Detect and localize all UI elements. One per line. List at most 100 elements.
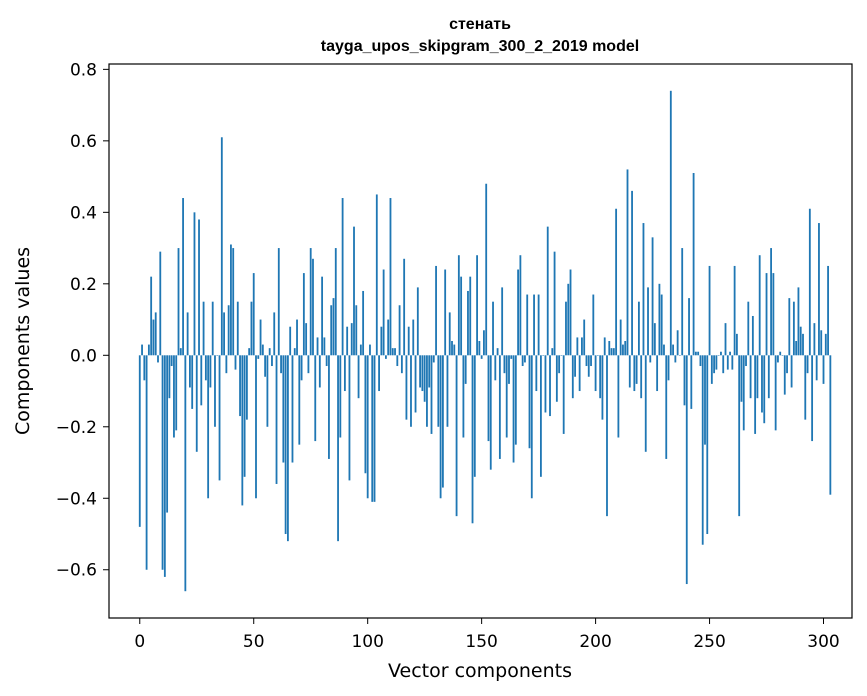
bar-34 xyxy=(216,355,219,356)
bar-71 xyxy=(300,355,303,381)
bar-150 xyxy=(480,355,483,359)
bar-225 xyxy=(651,237,654,356)
bar-270 xyxy=(754,355,757,434)
x-axis-label: Vector components xyxy=(388,660,572,682)
bar-79 xyxy=(318,355,321,388)
bar-125 xyxy=(423,355,426,402)
bar-18 xyxy=(179,348,182,356)
bar-114 xyxy=(398,305,401,356)
bar-185 xyxy=(560,355,563,356)
bar-8 xyxy=(157,355,159,363)
bar-104 xyxy=(375,194,378,356)
bar-228 xyxy=(658,283,661,356)
bar-204 xyxy=(603,337,606,356)
bar-68 xyxy=(293,348,296,356)
y-tick-label: 0.4 xyxy=(70,203,97,223)
bar-271 xyxy=(756,355,759,399)
bar-234 xyxy=(672,344,674,356)
bar-154 xyxy=(489,355,492,470)
bar-194 xyxy=(581,337,583,356)
bar-265 xyxy=(742,355,745,431)
bar-173 xyxy=(533,294,535,356)
bar-96 xyxy=(357,355,360,399)
bar-291 xyxy=(802,333,804,356)
y-axis-ticks: −0.6 −0.4 −0.2 0.0 0.2 0.4 0.6 0.8 xyxy=(56,60,109,581)
chart-subtitle: tayga_upos_skipgram_300_2_2019 model xyxy=(321,38,639,55)
bar-92 xyxy=(348,355,351,481)
bar-155 xyxy=(492,301,494,356)
bar-182 xyxy=(553,251,556,356)
bar-174 xyxy=(535,355,538,392)
bar-35 xyxy=(218,355,221,481)
bar-112 xyxy=(394,348,396,356)
bar-299 xyxy=(820,330,823,356)
bar-217 xyxy=(633,355,636,392)
bar-190 xyxy=(571,355,574,399)
y-tick-label: 0.0 xyxy=(70,346,97,366)
bar-128 xyxy=(430,355,433,434)
bar-89 xyxy=(341,198,344,356)
bar-74 xyxy=(307,355,310,374)
bar-179 xyxy=(546,226,549,356)
bar-207 xyxy=(610,348,613,356)
bar-278 xyxy=(772,273,775,356)
bar-40 xyxy=(230,244,232,356)
bar-152 xyxy=(485,183,488,356)
bar-57 xyxy=(268,348,271,356)
bar-30 xyxy=(207,355,210,499)
x-tick-label: 100 xyxy=(351,632,383,652)
bar-189 xyxy=(569,269,572,356)
bar-170 xyxy=(526,294,529,356)
bar-123 xyxy=(419,355,422,388)
bar-229 xyxy=(660,294,663,356)
bar-20 xyxy=(184,355,187,592)
bar-232 xyxy=(667,355,670,381)
bar-221 xyxy=(642,223,645,356)
bar-293 xyxy=(806,355,809,374)
bar-50 xyxy=(252,273,255,356)
bar-177 xyxy=(542,355,545,356)
y-axis-label: Components values xyxy=(12,247,34,435)
bar-99 xyxy=(364,355,367,474)
bar-151 xyxy=(483,330,485,356)
bar-44 xyxy=(239,355,241,417)
bar-303 xyxy=(829,355,832,495)
bar-137 xyxy=(451,341,453,356)
bar-285 xyxy=(788,298,791,356)
bar-214 xyxy=(626,169,629,356)
bar-259 xyxy=(729,351,731,356)
bar-176 xyxy=(539,355,542,477)
bar-139 xyxy=(455,355,458,517)
bar-10 xyxy=(161,355,164,570)
bar-268 xyxy=(749,355,752,399)
bar-251 xyxy=(710,355,713,384)
bar-9 xyxy=(159,251,162,356)
bar-122 xyxy=(416,287,419,356)
bar-64 xyxy=(284,355,287,535)
bar-187 xyxy=(565,301,567,356)
bar-110 xyxy=(389,198,392,356)
bar-106 xyxy=(380,326,383,356)
bar-272 xyxy=(758,255,761,356)
bar-168 xyxy=(521,355,524,367)
bar-49 xyxy=(250,301,253,356)
bar-93 xyxy=(350,323,353,356)
bar-290 xyxy=(799,326,802,356)
bar-279 xyxy=(774,355,777,431)
bar-54 xyxy=(261,344,264,356)
bar-24 xyxy=(193,212,196,356)
bar-237 xyxy=(679,355,681,356)
bar-109 xyxy=(387,319,390,356)
bar-162 xyxy=(508,355,510,384)
bar-164 xyxy=(512,355,515,463)
bar-120 xyxy=(412,319,415,356)
bar-219 xyxy=(637,301,640,356)
bar-16 xyxy=(175,355,178,431)
bar-242 xyxy=(690,355,693,409)
bar-111 xyxy=(391,348,394,356)
bar-227 xyxy=(656,355,659,392)
bar-98 xyxy=(362,290,365,356)
bar-206 xyxy=(608,341,611,356)
bar-220 xyxy=(640,355,643,399)
bar-82 xyxy=(325,355,328,367)
